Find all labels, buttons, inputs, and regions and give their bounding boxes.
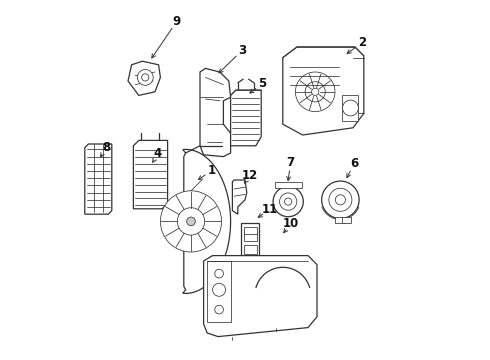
Text: 9: 9 — [172, 15, 181, 28]
Text: 8: 8 — [102, 141, 111, 154]
Text: 1: 1 — [208, 164, 216, 177]
Text: 2: 2 — [358, 36, 367, 49]
Polygon shape — [133, 140, 168, 209]
Circle shape — [137, 69, 153, 85]
Circle shape — [142, 74, 149, 81]
Circle shape — [213, 283, 225, 296]
Text: 11: 11 — [261, 203, 278, 216]
Text: 5: 5 — [258, 77, 267, 90]
Circle shape — [160, 191, 221, 252]
Circle shape — [295, 72, 335, 112]
Bar — [274, 182, 302, 188]
Text: 12: 12 — [242, 169, 258, 182]
Polygon shape — [231, 90, 261, 146]
Circle shape — [187, 217, 196, 226]
Bar — [342, 95, 358, 121]
Bar — [245, 245, 257, 254]
Circle shape — [305, 82, 325, 102]
Circle shape — [321, 181, 359, 219]
Circle shape — [285, 198, 292, 205]
Text: 3: 3 — [238, 44, 246, 57]
Circle shape — [273, 186, 303, 217]
Polygon shape — [232, 180, 247, 214]
Circle shape — [335, 195, 345, 205]
Circle shape — [280, 193, 297, 210]
Text: 6: 6 — [350, 157, 358, 170]
Polygon shape — [85, 144, 112, 214]
Bar — [207, 261, 231, 322]
Circle shape — [343, 100, 358, 116]
Polygon shape — [128, 61, 160, 95]
Circle shape — [312, 88, 319, 95]
Polygon shape — [200, 68, 231, 157]
Circle shape — [215, 269, 223, 278]
Bar — [245, 227, 257, 234]
Text: 10: 10 — [283, 217, 299, 230]
Polygon shape — [283, 47, 364, 135]
Text: 7: 7 — [287, 156, 295, 169]
Bar — [342, 217, 351, 223]
Circle shape — [215, 305, 223, 314]
Text: 4: 4 — [154, 147, 162, 160]
Circle shape — [329, 188, 352, 211]
Polygon shape — [204, 256, 317, 337]
Bar — [335, 217, 346, 223]
Bar — [242, 223, 259, 257]
Bar — [245, 232, 257, 241]
Polygon shape — [183, 149, 231, 293]
Circle shape — [177, 208, 205, 235]
